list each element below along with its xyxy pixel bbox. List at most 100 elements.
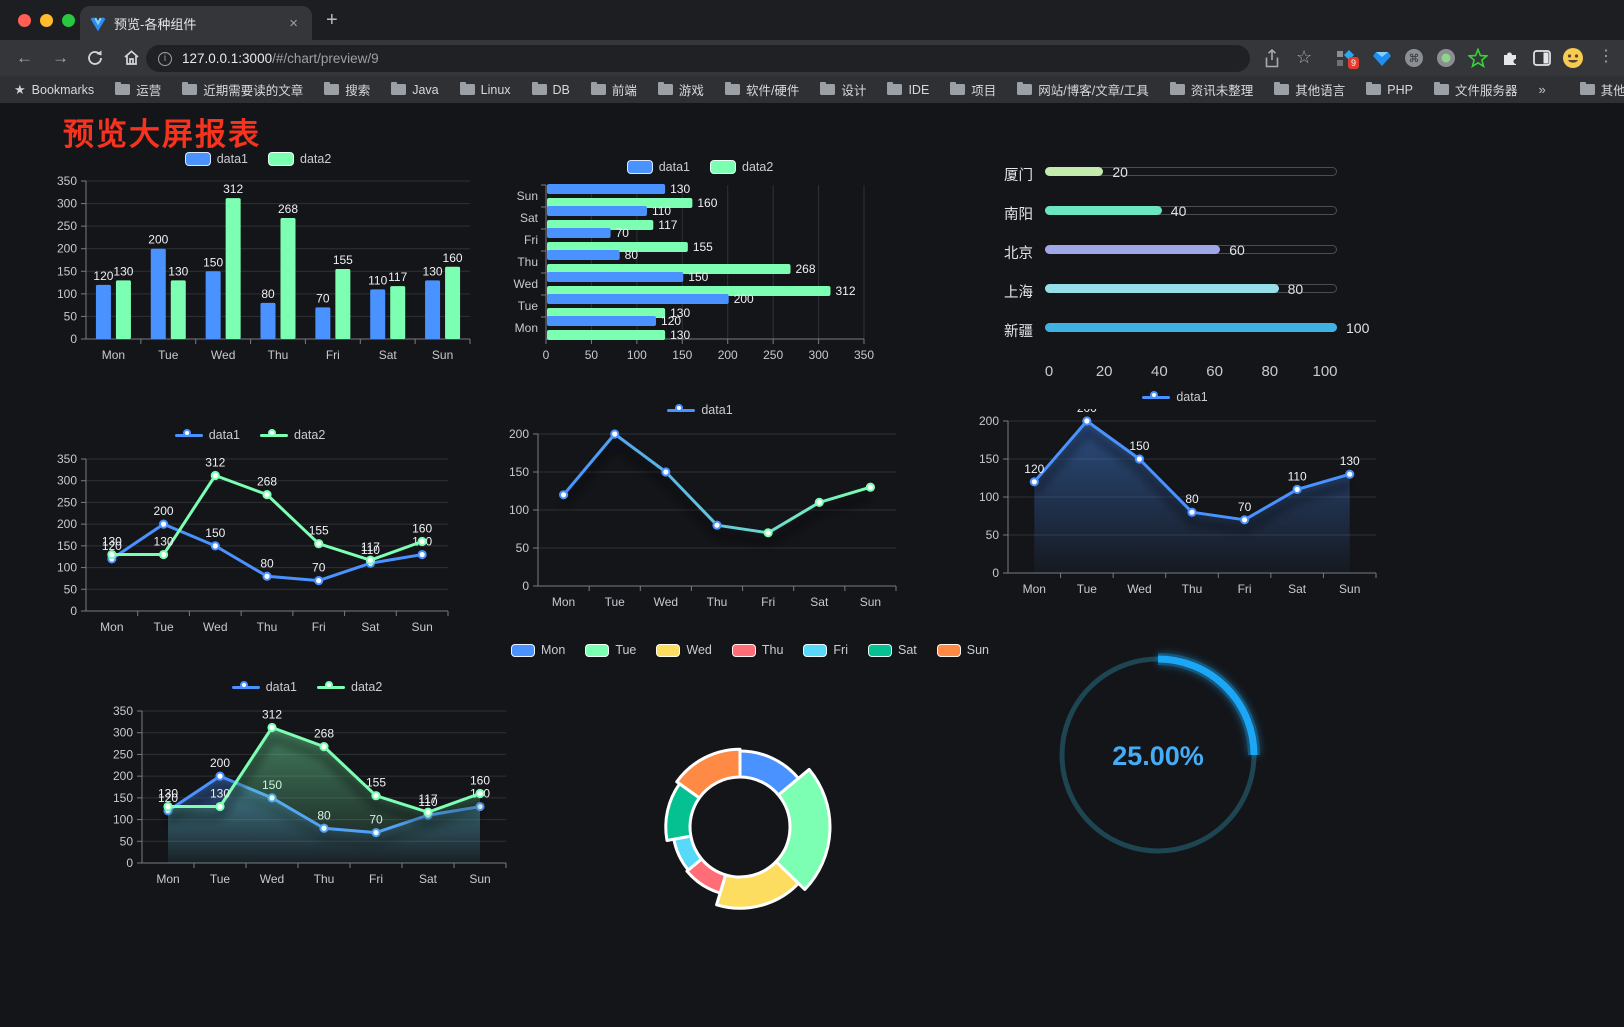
svg-text:160: 160 bbox=[443, 251, 463, 265]
svg-text:Sat: Sat bbox=[520, 211, 539, 225]
legend-item[interactable]: data1 bbox=[626, 160, 690, 174]
folder-icon bbox=[182, 81, 198, 95]
svg-text:312: 312 bbox=[835, 284, 855, 298]
bookmark-folder-item[interactable]: 运营 bbox=[115, 80, 161, 99]
chart-canvas: 0 50 100 150 200 Mon Tue Wed Thu Fri Sat Sun 120 200 1… bbox=[979, 401, 1377, 596]
dot-extension-icon[interactable] bbox=[1436, 48, 1456, 68]
bookmark-folder-item[interactable]: 其他语言 bbox=[1274, 80, 1345, 99]
bookmark-star-icon[interactable]: ☆ bbox=[1296, 47, 1313, 67]
legend-swatch bbox=[656, 643, 681, 657]
reload-icon[interactable] bbox=[86, 49, 104, 67]
browser-toolbar: ← → i 127.0.0.1:3000/#/chart/preview/9 ☆… bbox=[0, 40, 1624, 76]
svg-text:268: 268 bbox=[314, 727, 334, 741]
legend-item[interactable]: data1 bbox=[231, 680, 297, 694]
svg-text:Sat: Sat bbox=[810, 595, 829, 609]
svg-text:Tue: Tue bbox=[153, 620, 174, 634]
svg-text:Mon: Mon bbox=[552, 595, 575, 609]
svg-text:100: 100 bbox=[113, 813, 133, 827]
bookmark-folder-item[interactable]: PHP bbox=[1366, 81, 1413, 97]
bookmark-folder-item[interactable]: 项目 bbox=[950, 80, 996, 99]
legend-item[interactable]: data2 bbox=[317, 680, 382, 694]
bookmarks-overflow-chevron[interactable]: » bbox=[1538, 82, 1546, 97]
bookmarks-manager[interactable]: ★ Bookmarks bbox=[14, 82, 94, 98]
legend-item[interactable]: data1 bbox=[174, 428, 240, 442]
site-info-icon[interactable]: i bbox=[158, 51, 172, 66]
minimize-window-button[interactable] bbox=[40, 14, 53, 27]
svg-text:Tue: Tue bbox=[1077, 582, 1098, 596]
chart-legend: data1 bbox=[958, 385, 1392, 409]
legend-item[interactable]: data2 bbox=[710, 160, 773, 174]
menu-kebab-icon[interactable]: ⋮ bbox=[1598, 48, 1614, 65]
svg-text:50: 50 bbox=[64, 582, 78, 596]
svg-text:Sat: Sat bbox=[361, 620, 380, 634]
bookmark-label: 软件/硬件 bbox=[745, 84, 800, 98]
folder-icon bbox=[1579, 81, 1595, 95]
bookmark-folder-item[interactable]: 游戏 bbox=[657, 80, 704, 99]
legend-item[interactable]: Mon bbox=[510, 643, 565, 657]
svg-text:80: 80 bbox=[261, 287, 275, 301]
bookmark-folder-item[interactable]: DB bbox=[531, 81, 570, 97]
close-window-button[interactable] bbox=[18, 14, 31, 27]
bookmark-label: 运营 bbox=[136, 84, 162, 98]
legend-item[interactable]: Wed bbox=[656, 643, 712, 657]
other-bookmarks-folder[interactable]: 其他书签 bbox=[1579, 80, 1624, 99]
sidepanel-icon[interactable] bbox=[1532, 48, 1552, 68]
folder-icon bbox=[1169, 81, 1185, 95]
svg-text:100: 100 bbox=[627, 348, 647, 362]
svg-text:200: 200 bbox=[148, 233, 168, 247]
svg-text:200: 200 bbox=[57, 242, 77, 256]
folder-icon bbox=[1433, 81, 1449, 95]
tab-close-icon[interactable]: × bbox=[289, 14, 298, 32]
legend-item[interactable]: data2 bbox=[260, 428, 325, 442]
svg-text:150: 150 bbox=[672, 348, 692, 362]
gem-extension-icon[interactable] bbox=[1372, 48, 1392, 68]
legend-item[interactable]: data2 bbox=[268, 152, 331, 166]
area-fill bbox=[1034, 421, 1350, 573]
bookmark-folder-item[interactable]: Linux bbox=[459, 81, 511, 97]
legend-label: Wed bbox=[686, 643, 712, 657]
svg-text:117: 117 bbox=[361, 540, 380, 554]
bookmark-folder-item[interactable]: IDE bbox=[887, 81, 929, 97]
zoom-window-button[interactable] bbox=[62, 14, 75, 27]
svg-text:Fri: Fri bbox=[524, 233, 538, 247]
bookmark-folder-item[interactable]: 文件服务器 bbox=[1433, 80, 1517, 99]
legend-label: data2 bbox=[351, 680, 383, 694]
legend-item[interactable]: Sun bbox=[936, 643, 989, 657]
legend-item[interactable]: Tue bbox=[585, 643, 636, 657]
gauge-chart: 25.00% bbox=[1048, 645, 1268, 865]
folder-icon bbox=[1017, 81, 1033, 95]
bookmark-folder-item[interactable]: 网站/博客/文章/工具 bbox=[1017, 80, 1149, 99]
star-extension-icon[interactable] bbox=[1468, 48, 1488, 68]
axis-tick-label: 60 bbox=[1206, 363, 1223, 380]
address-bar[interactable]: i 127.0.0.1:3000/#/chart/preview/9 bbox=[146, 45, 1250, 72]
legend-item[interactable]: data1 bbox=[184, 152, 248, 166]
puzzle-extensions-icon[interactable] bbox=[1500, 48, 1520, 68]
bookmark-folder-item[interactable]: Java bbox=[391, 81, 439, 97]
new-tab-button[interactable]: + bbox=[326, 9, 338, 31]
bookmark-folder-item[interactable]: 软件/硬件 bbox=[724, 80, 800, 99]
progress-bar-chart: 厦门 20 南阳 40 北京 60 上海 80 新疆 100 0 20 40 60 80 100 bbox=[985, 158, 1395, 390]
svg-text:150: 150 bbox=[203, 255, 223, 269]
bookmark-folder-item[interactable]: 前端 bbox=[590, 80, 637, 99]
browser-tab[interactable]: 预览-各种组件 × bbox=[80, 6, 312, 40]
bookmark-label: 搜索 bbox=[345, 84, 371, 98]
legend-item[interactable]: Fri bbox=[803, 643, 848, 657]
bookmark-folder-item[interactable]: 搜索 bbox=[324, 80, 370, 99]
share-icon[interactable] bbox=[1264, 49, 1280, 68]
svg-text:150: 150 bbox=[688, 270, 708, 284]
back-icon[interactable]: ← bbox=[16, 48, 33, 67]
svg-text:100: 100 bbox=[979, 490, 999, 504]
command-extension-icon[interactable]: ⌘ bbox=[1404, 48, 1424, 68]
bookmark-folder-item[interactable]: 近期需要读的文章 bbox=[182, 80, 303, 99]
legend-item[interactable]: Sat bbox=[868, 643, 917, 657]
home-icon[interactable] bbox=[122, 48, 141, 67]
legend-item[interactable]: Thu bbox=[731, 643, 783, 657]
legend-item[interactable]: data1 bbox=[667, 403, 733, 417]
bookmark-folder-item[interactable]: 设计 bbox=[820, 80, 866, 99]
forward-icon[interactable]: → bbox=[52, 48, 69, 67]
svg-text:150: 150 bbox=[113, 791, 133, 805]
emoji-profile-icon[interactable] bbox=[1562, 47, 1584, 69]
svg-text:150: 150 bbox=[1129, 439, 1149, 453]
legend-item[interactable]: data1 bbox=[1142, 390, 1208, 404]
bookmark-folder-item[interactable]: 资讯未整理 bbox=[1169, 80, 1253, 99]
